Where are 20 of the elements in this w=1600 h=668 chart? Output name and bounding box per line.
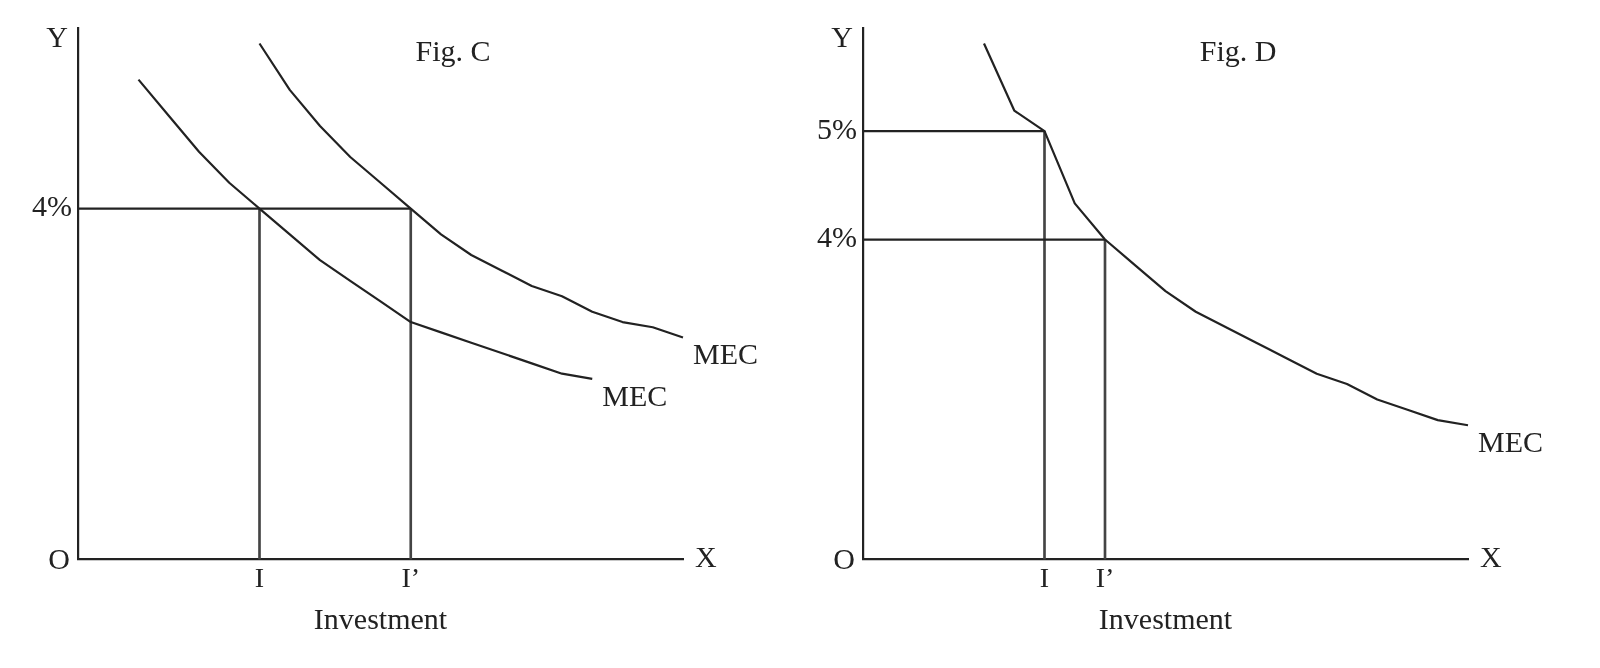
text: X [695,540,717,574]
x-tick-label: I’ [1095,561,1115,593]
series-label: 4% [817,220,857,254]
x-axis-title: Investment [313,601,448,635]
series-label: MEC [693,337,759,371]
series-label: MEC [602,378,668,412]
chart-title: Fig. C [415,33,491,67]
x-tick-label: I’ [401,561,421,593]
text: X [1480,540,1502,574]
text: O [48,542,70,576]
y-axis-title: Y [831,19,853,53]
x-axis-title: Investment [1098,601,1233,635]
text: O [833,542,855,576]
y-axis-title: Y [46,19,68,53]
series-label: MEC [1478,425,1544,459]
chart-title: Fig. D [1199,33,1277,67]
x-tick-label: I [254,561,265,593]
x-tick-label: I [1039,561,1050,593]
series-label: 5% [817,112,857,146]
series-label: 4% [32,189,72,223]
